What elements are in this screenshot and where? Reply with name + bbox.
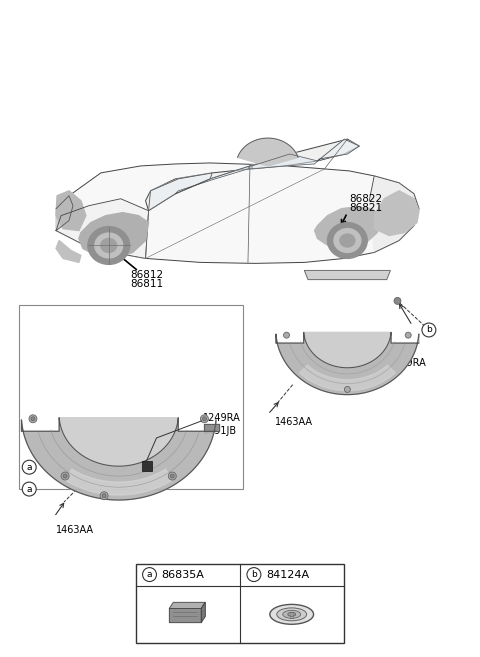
Polygon shape: [64, 469, 173, 495]
Text: 1249RA: 1249RA: [389, 358, 427, 368]
Circle shape: [168, 472, 176, 480]
Circle shape: [100, 491, 108, 500]
Circle shape: [143, 568, 156, 581]
Polygon shape: [148, 173, 212, 211]
Ellipse shape: [283, 610, 300, 618]
Polygon shape: [304, 332, 391, 368]
Ellipse shape: [340, 234, 355, 247]
Polygon shape: [175, 166, 250, 194]
Ellipse shape: [101, 238, 117, 252]
Circle shape: [170, 474, 174, 478]
Polygon shape: [79, 213, 148, 258]
Polygon shape: [201, 602, 205, 622]
Circle shape: [31, 417, 35, 420]
Polygon shape: [314, 207, 381, 248]
Text: 86835A: 86835A: [161, 570, 204, 579]
Circle shape: [405, 332, 411, 338]
Ellipse shape: [95, 233, 123, 258]
Ellipse shape: [327, 223, 367, 258]
Ellipse shape: [88, 227, 130, 264]
Polygon shape: [318, 139, 360, 161]
Text: a: a: [147, 570, 152, 579]
Circle shape: [201, 415, 208, 422]
Polygon shape: [300, 365, 395, 391]
Bar: [142, 461, 152, 471]
Ellipse shape: [334, 229, 361, 252]
Text: a: a: [26, 463, 32, 472]
Text: a: a: [26, 485, 32, 493]
Circle shape: [344, 386, 350, 392]
Polygon shape: [59, 418, 178, 466]
Ellipse shape: [288, 612, 296, 616]
Text: 86821: 86821: [349, 202, 383, 213]
Polygon shape: [238, 138, 298, 166]
Bar: [136, 564, 344, 643]
Circle shape: [61, 472, 69, 480]
Text: ⓑ: ⓑ: [289, 611, 294, 618]
Polygon shape: [56, 163, 419, 263]
Polygon shape: [56, 240, 81, 262]
Circle shape: [63, 474, 67, 478]
Polygon shape: [145, 139, 360, 211]
Text: b: b: [251, 570, 257, 579]
Text: 86812: 86812: [131, 270, 164, 281]
Polygon shape: [56, 191, 86, 231]
Polygon shape: [56, 199, 148, 258]
Polygon shape: [204, 424, 219, 431]
Polygon shape: [22, 418, 216, 500]
Circle shape: [22, 482, 36, 496]
Circle shape: [102, 494, 106, 498]
Circle shape: [203, 417, 206, 420]
Circle shape: [284, 332, 289, 338]
Polygon shape: [252, 154, 318, 169]
Circle shape: [22, 461, 36, 474]
Circle shape: [394, 298, 401, 304]
Text: 86811: 86811: [131, 279, 164, 289]
Polygon shape: [169, 608, 201, 622]
Text: 1249RA: 1249RA: [203, 413, 241, 423]
Text: 1463AA: 1463AA: [275, 417, 313, 428]
Polygon shape: [369, 176, 419, 252]
Text: 1463AA: 1463AA: [56, 525, 94, 535]
Bar: [19, 305, 243, 489]
Text: 84124A: 84124A: [266, 570, 309, 579]
Polygon shape: [374, 191, 419, 236]
Polygon shape: [169, 602, 205, 608]
Text: 86822: 86822: [349, 194, 383, 204]
Circle shape: [247, 568, 261, 581]
Text: b: b: [426, 325, 432, 334]
Text: 1491JB: 1491JB: [203, 426, 237, 436]
Ellipse shape: [270, 604, 313, 624]
Ellipse shape: [277, 608, 307, 621]
Circle shape: [29, 415, 37, 422]
Polygon shape: [304, 271, 390, 280]
Polygon shape: [276, 332, 419, 395]
Circle shape: [422, 323, 436, 337]
Polygon shape: [56, 196, 73, 231]
